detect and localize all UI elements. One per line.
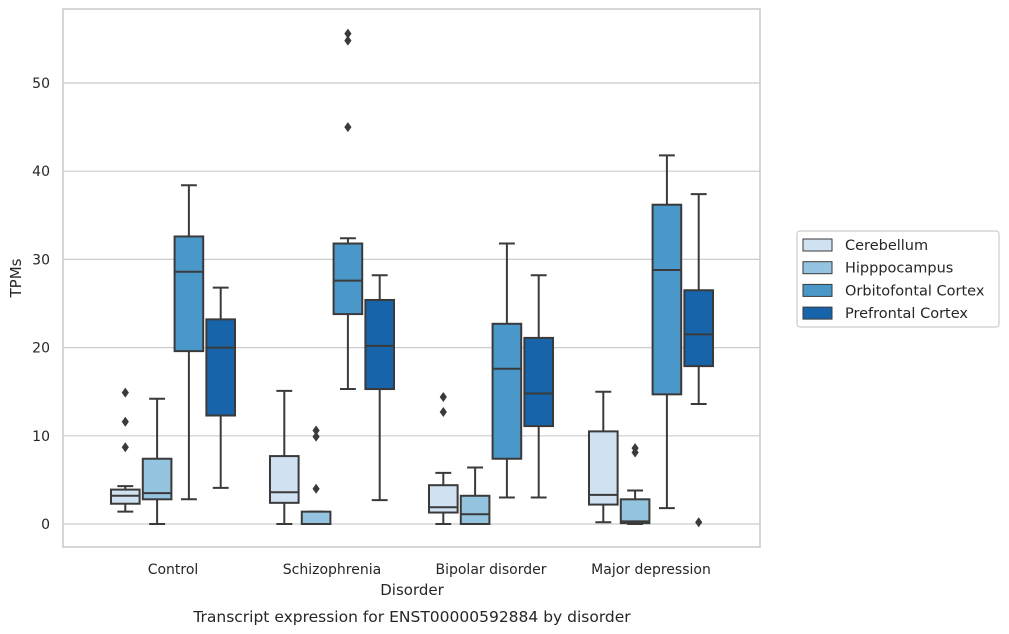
outlier-point bbox=[312, 483, 320, 494]
legend-label: Orbitofontal Cortex bbox=[845, 283, 985, 299]
outlier-point bbox=[695, 517, 703, 528]
box-body bbox=[651, 203, 683, 396]
legend-item: Cerebellum bbox=[802, 238, 928, 254]
legend-label: Hipppocampus bbox=[845, 261, 953, 277]
box bbox=[523, 274, 555, 499]
box-body bbox=[587, 430, 619, 506]
outlier-point bbox=[312, 431, 320, 442]
y-tick-label: 50 bbox=[32, 76, 50, 92]
series-hipppocampus bbox=[141, 397, 651, 526]
legend-label: Prefrontal Cortex bbox=[845, 306, 968, 322]
y-tick-label: 40 bbox=[32, 164, 50, 180]
y-tick-label: 30 bbox=[32, 252, 50, 268]
box bbox=[300, 425, 332, 526]
box-body bbox=[300, 510, 332, 526]
box-body bbox=[427, 484, 459, 514]
series-prefrontal-cortex bbox=[205, 193, 715, 528]
box-body bbox=[459, 494, 491, 525]
chart-caption: Transcript expression for ENST0000059288… bbox=[192, 608, 631, 626]
box bbox=[141, 397, 173, 525]
box-body bbox=[683, 289, 715, 368]
legend-item: Prefrontal Cortex bbox=[802, 306, 968, 322]
legend-swatch bbox=[802, 306, 833, 320]
box bbox=[205, 286, 237, 489]
box bbox=[651, 154, 683, 510]
series-orbitofontal-cortex bbox=[173, 28, 683, 510]
outlier-point bbox=[121, 442, 129, 453]
y-tick-label: 10 bbox=[32, 429, 50, 445]
box-body bbox=[268, 455, 300, 504]
x-tick-label: Bipolar disorder bbox=[435, 562, 546, 578]
box bbox=[173, 184, 205, 501]
outlier-point bbox=[439, 391, 447, 402]
outlier-point bbox=[121, 416, 129, 427]
legend-frame bbox=[796, 230, 1000, 328]
x-axis-label: Disorder bbox=[380, 581, 444, 599]
outlier-point bbox=[439, 406, 447, 417]
x-tick-label: Schizophrenia bbox=[283, 562, 381, 578]
box bbox=[587, 390, 619, 524]
box bbox=[427, 391, 459, 525]
y-axis-label: TPMs bbox=[7, 258, 25, 298]
plot-frame bbox=[62, 8, 761, 548]
box-body bbox=[491, 322, 523, 460]
series-cerebellum bbox=[109, 387, 619, 525]
outlier-point bbox=[344, 28, 352, 39]
box-plot-series bbox=[109, 28, 715, 528]
outlier-point bbox=[344, 35, 352, 46]
box-body bbox=[619, 498, 651, 525]
box-body bbox=[332, 242, 364, 316]
x-tick-label: Major depression bbox=[591, 562, 711, 578]
legend-item: Orbitofontal Cortex bbox=[802, 283, 985, 299]
box bbox=[459, 466, 491, 525]
legend: Cerebellum Hipppocampus Orbitofontal Corte… bbox=[796, 230, 1000, 328]
x-axis-ticks: Control Schizophrenia Bipolar disorder Majo… bbox=[148, 562, 711, 578]
box bbox=[109, 387, 141, 513]
legend-swatch bbox=[802, 261, 833, 275]
box-body bbox=[173, 235, 205, 353]
box bbox=[268, 389, 300, 525]
legend-label: Cerebellum bbox=[845, 238, 928, 254]
box bbox=[332, 28, 364, 391]
box bbox=[364, 274, 396, 502]
y-tick-label: 0 bbox=[41, 517, 50, 533]
outlier-point bbox=[344, 122, 352, 133]
legend-swatch bbox=[802, 283, 833, 297]
box-body bbox=[205, 318, 237, 417]
y-tick-label: 20 bbox=[32, 341, 50, 357]
box-body bbox=[523, 336, 555, 428]
outlier-point bbox=[312, 425, 320, 436]
x-tick-label: Control bbox=[148, 562, 199, 578]
legend-swatch bbox=[802, 238, 833, 252]
outlier-point bbox=[121, 387, 129, 398]
box bbox=[619, 443, 651, 525]
box bbox=[491, 242, 523, 499]
box bbox=[683, 193, 715, 528]
y-axis-ticks: 0 10 20 30 40 50 bbox=[32, 76, 50, 533]
legend-item: Hipppocampus bbox=[802, 261, 953, 277]
box-body bbox=[364, 298, 396, 391]
outlier-point bbox=[631, 443, 639, 454]
